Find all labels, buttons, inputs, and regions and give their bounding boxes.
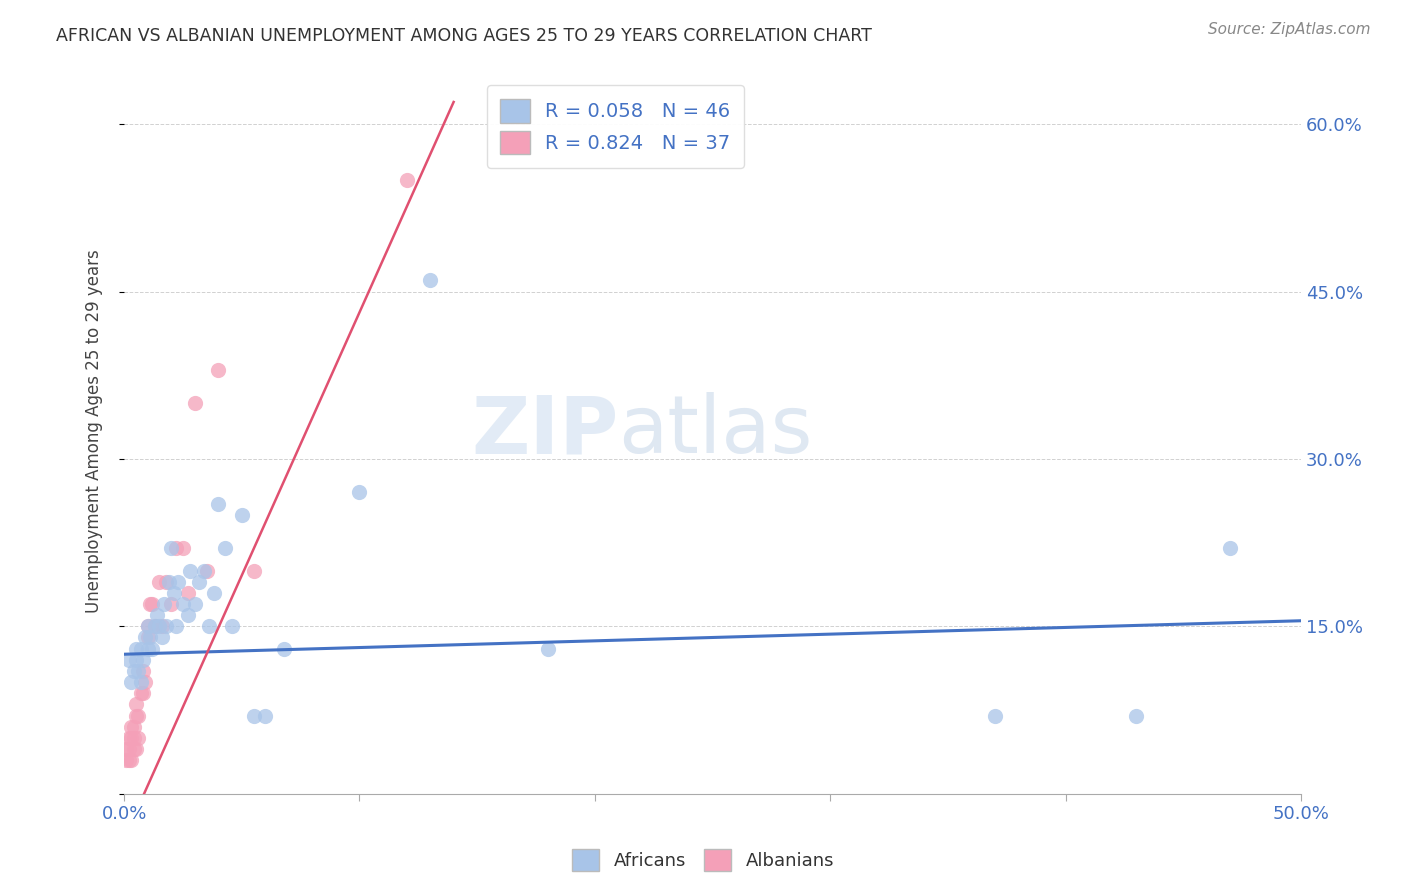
Point xyxy=(242,564,264,578)
Point xyxy=(132,653,155,667)
Point xyxy=(179,564,201,578)
Point xyxy=(176,608,198,623)
Point xyxy=(120,675,142,690)
Point xyxy=(155,574,177,589)
Point xyxy=(132,686,155,700)
Point xyxy=(150,631,173,645)
Point xyxy=(120,753,142,767)
Point xyxy=(125,653,148,667)
Point xyxy=(120,720,142,734)
Point xyxy=(118,653,141,667)
Legend: R = 0.058   N = 46, R = 0.824   N = 37: R = 0.058 N = 46, R = 0.824 N = 37 xyxy=(486,86,744,168)
Point xyxy=(419,273,441,287)
Point xyxy=(125,708,148,723)
Point xyxy=(242,708,264,723)
Point xyxy=(129,686,152,700)
Point xyxy=(207,497,229,511)
Point xyxy=(165,541,187,556)
Point xyxy=(143,619,166,633)
Text: ZIP: ZIP xyxy=(471,392,619,470)
Point xyxy=(188,574,211,589)
Point xyxy=(193,564,215,578)
Point xyxy=(198,619,221,633)
Point xyxy=(162,586,184,600)
Point xyxy=(150,619,173,633)
Point xyxy=(349,485,371,500)
Point xyxy=(172,597,194,611)
Point xyxy=(395,173,418,187)
Point xyxy=(122,742,145,756)
Point xyxy=(115,753,138,767)
Point xyxy=(160,541,183,556)
Point xyxy=(160,597,183,611)
Point xyxy=(207,363,229,377)
Point xyxy=(1219,541,1241,556)
Point xyxy=(148,619,170,633)
Point xyxy=(141,597,163,611)
Point xyxy=(136,631,159,645)
Point xyxy=(141,641,163,656)
Text: Source: ZipAtlas.com: Source: ZipAtlas.com xyxy=(1208,22,1371,37)
Legend: Africans, Albanians: Africans, Albanians xyxy=(565,842,841,879)
Point xyxy=(132,664,155,678)
Point xyxy=(115,742,138,756)
Point xyxy=(118,742,141,756)
Point xyxy=(139,631,162,645)
Point xyxy=(118,731,141,745)
Point xyxy=(153,597,176,611)
Y-axis label: Unemployment Among Ages 25 to 29 years: Unemployment Among Ages 25 to 29 years xyxy=(86,249,103,613)
Point xyxy=(157,574,180,589)
Point xyxy=(139,597,162,611)
Point xyxy=(1125,708,1147,723)
Point xyxy=(984,708,1007,723)
Point xyxy=(155,619,177,633)
Point xyxy=(184,597,207,611)
Point xyxy=(122,731,145,745)
Point xyxy=(202,586,225,600)
Point xyxy=(214,541,236,556)
Point xyxy=(125,742,148,756)
Point xyxy=(231,508,253,522)
Point xyxy=(134,631,156,645)
Point xyxy=(195,564,218,578)
Point xyxy=(122,664,145,678)
Point xyxy=(129,641,152,656)
Point xyxy=(221,619,243,633)
Point xyxy=(143,619,166,633)
Point xyxy=(148,574,170,589)
Point xyxy=(254,708,277,723)
Point xyxy=(273,641,295,656)
Point xyxy=(136,619,159,633)
Point xyxy=(176,586,198,600)
Point xyxy=(136,619,159,633)
Point xyxy=(172,541,194,556)
Point xyxy=(127,708,149,723)
Point xyxy=(118,753,141,767)
Text: atlas: atlas xyxy=(619,392,813,470)
Point xyxy=(120,731,142,745)
Point xyxy=(146,608,169,623)
Point xyxy=(127,664,149,678)
Point xyxy=(167,574,190,589)
Point xyxy=(165,619,187,633)
Point xyxy=(127,731,149,745)
Point xyxy=(122,720,145,734)
Point xyxy=(125,641,148,656)
Point xyxy=(537,641,560,656)
Point xyxy=(184,396,207,410)
Text: AFRICAN VS ALBANIAN UNEMPLOYMENT AMONG AGES 25 TO 29 YEARS CORRELATION CHART: AFRICAN VS ALBANIAN UNEMPLOYMENT AMONG A… xyxy=(56,27,872,45)
Point xyxy=(136,641,159,656)
Point xyxy=(129,675,152,690)
Point xyxy=(125,698,148,712)
Point xyxy=(134,675,156,690)
